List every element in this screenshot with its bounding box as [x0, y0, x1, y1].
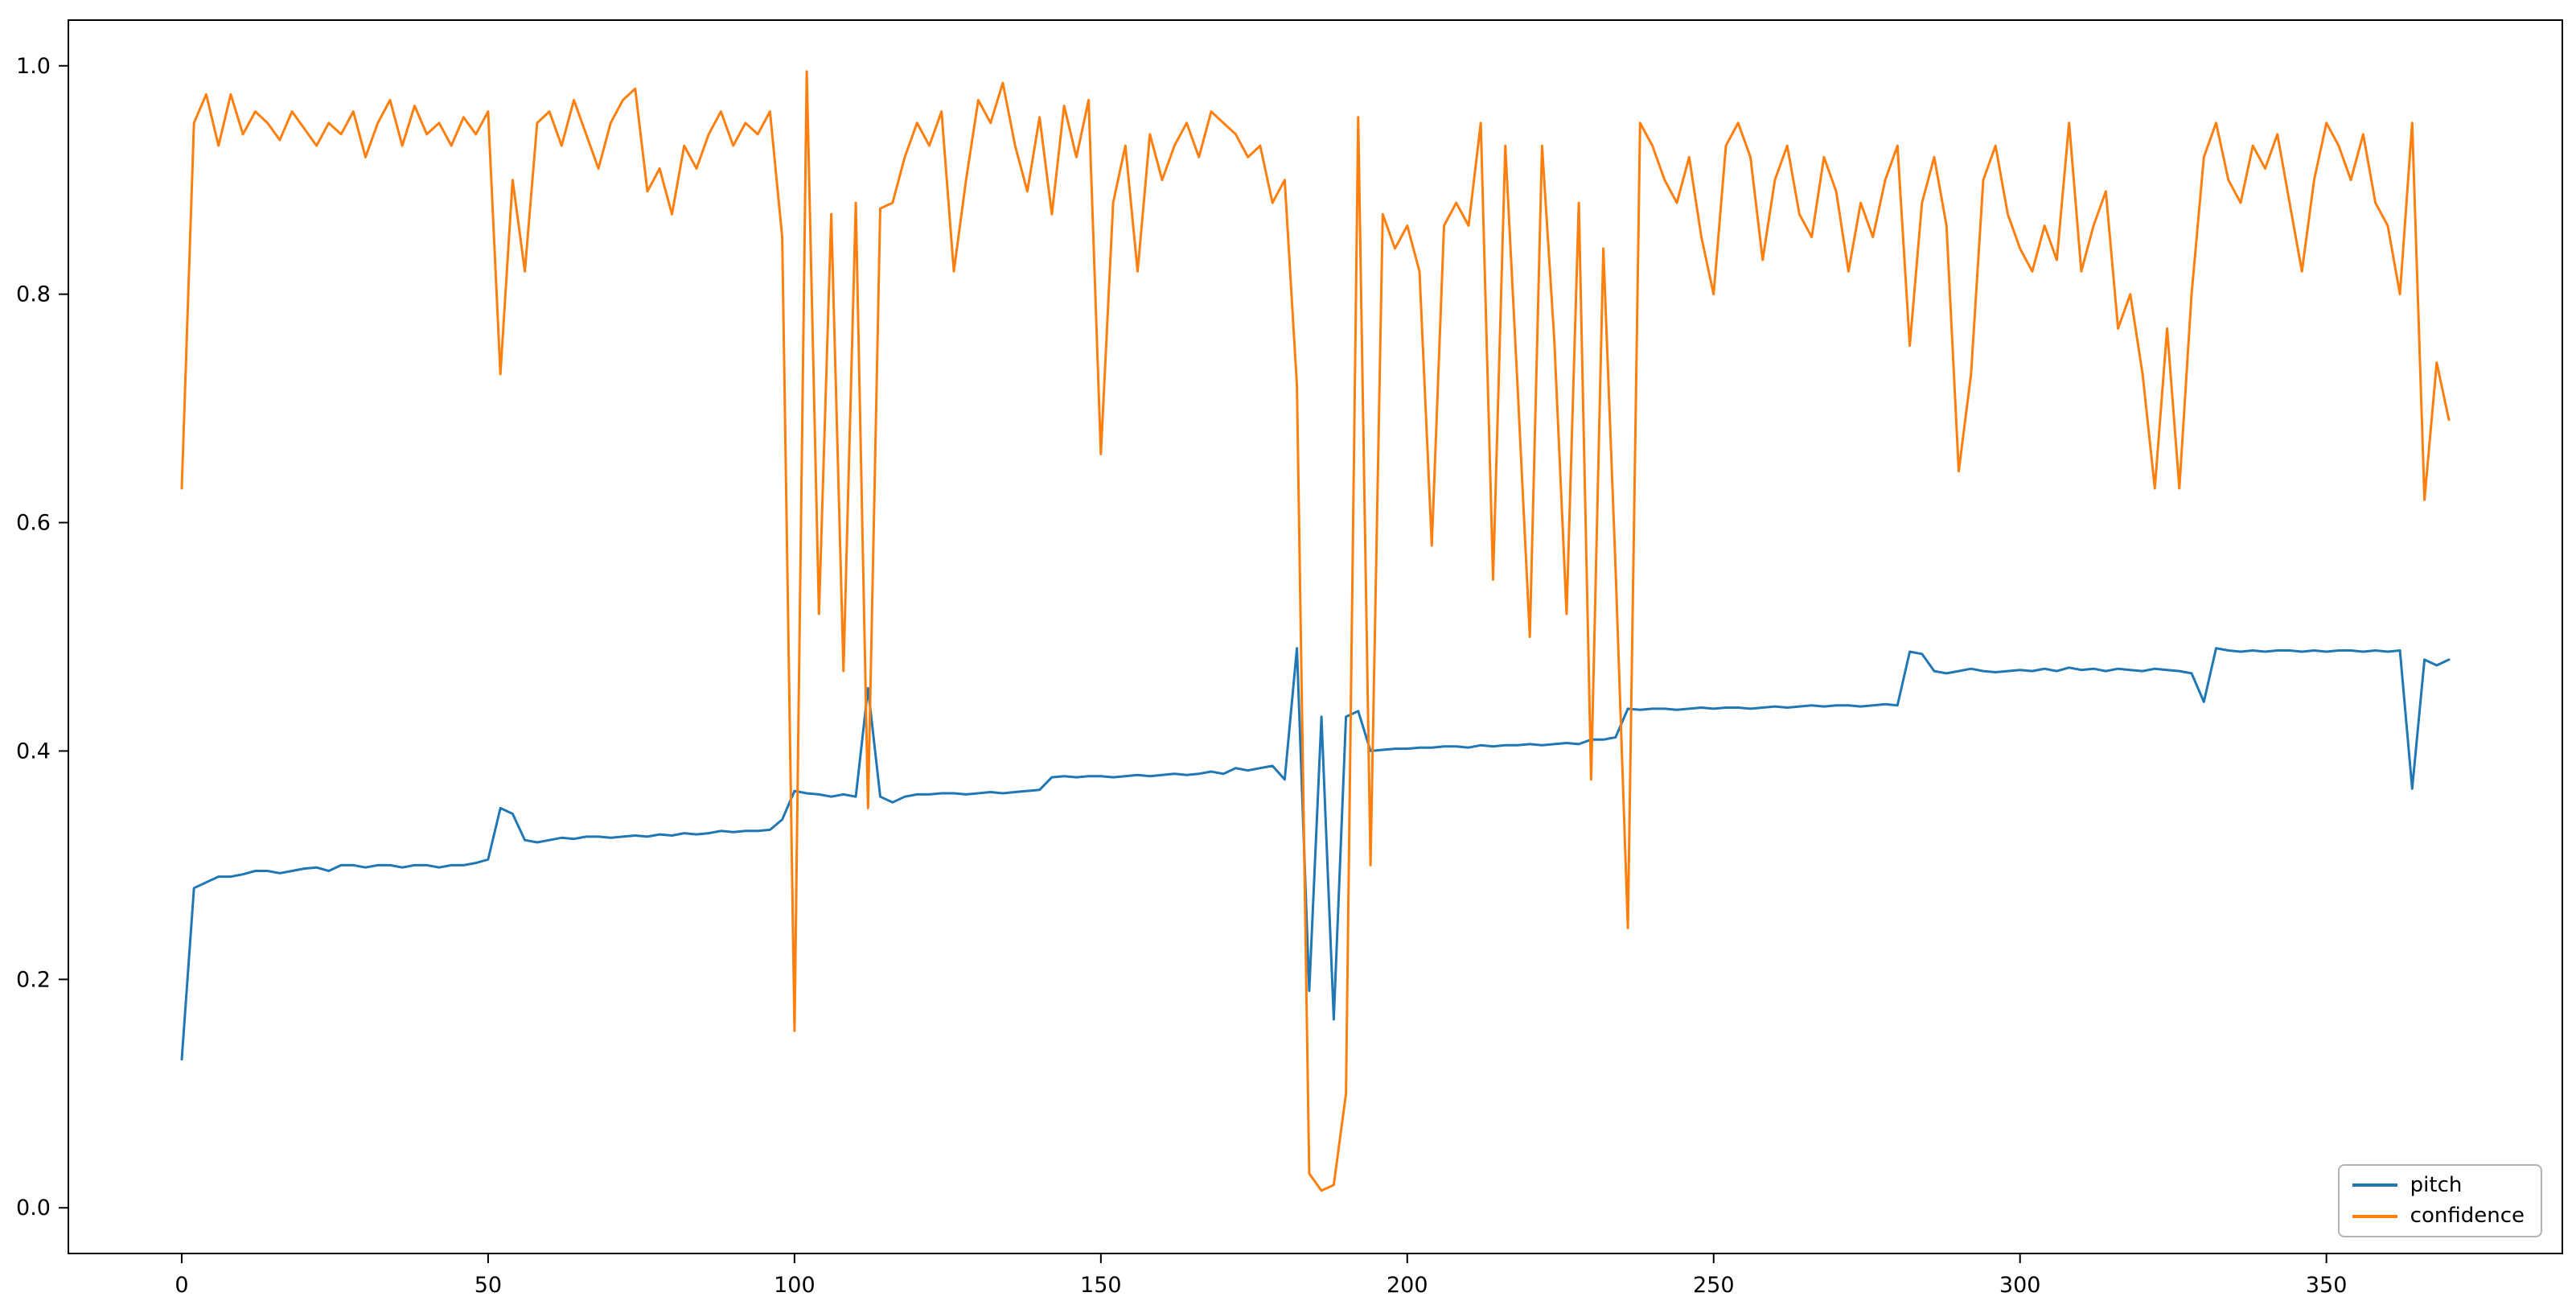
y-tick-label: 0.4: [16, 739, 51, 764]
legend-entry-pitch: pitch: [2352, 1174, 2525, 1197]
x-tick-label: 350: [2306, 1273, 2348, 1298]
confidence-line-swatch: [2352, 1214, 2397, 1218]
x-tick-label: 200: [1387, 1273, 1428, 1298]
y-tick-label: 0.2: [16, 967, 51, 992]
pitch-line: [180, 647, 2451, 1061]
confidence-line: [180, 70, 2451, 1192]
x-tick-label: 250: [1693, 1273, 1735, 1298]
y-tick-label: 0.0: [16, 1196, 51, 1220]
legend-entry-confidence: confidence: [2352, 1204, 2525, 1228]
x-tick-label: 300: [1999, 1273, 2041, 1298]
y-tick-label: 0.6: [16, 511, 51, 536]
x-tick-label: 50: [475, 1273, 502, 1298]
pitch-line-swatch: [2352, 1183, 2397, 1188]
x-tick-label: 150: [1080, 1273, 1122, 1298]
legend-label-pitch: pitch: [2410, 1172, 2463, 1197]
y-tick-label: 1.0: [16, 54, 51, 79]
legend: pitch confidence: [2337, 1163, 2542, 1237]
x-tick-label: 100: [774, 1273, 816, 1298]
legend-label-confidence: confidence: [2410, 1204, 2525, 1229]
y-tick-label: 0.8: [16, 282, 51, 307]
x-tick-label: 0: [175, 1273, 188, 1298]
plot-area-border: [68, 19, 2563, 1254]
